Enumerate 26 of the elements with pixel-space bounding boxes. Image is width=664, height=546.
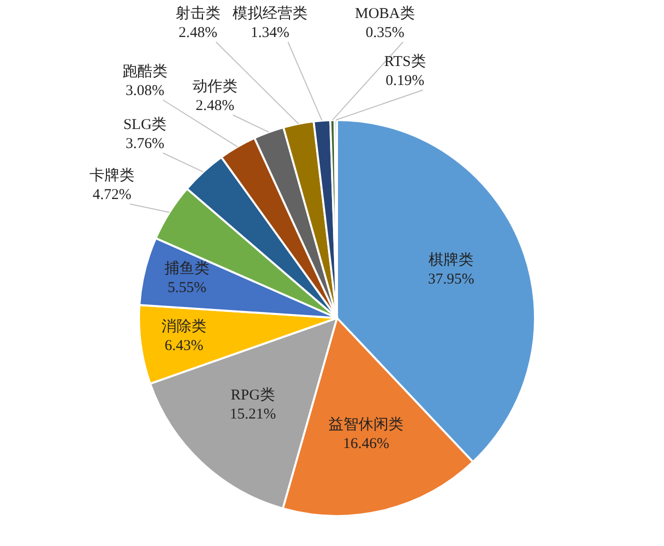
data-label: 2.48% <box>178 25 218 41</box>
slice-label: MOBA类 <box>354 5 416 22</box>
data-label: 37.95% <box>428 272 474 288</box>
data-label: 15.21% <box>230 406 276 422</box>
data-label: 16.46% <box>343 436 390 452</box>
slice-label: 益智休闲类 <box>328 416 404 434</box>
slice-label: RPG类 <box>230 386 275 404</box>
slice-label: 跑酷类 <box>122 63 168 80</box>
slice-label: RTS类 <box>384 53 426 70</box>
data-label: 0.35% <box>366 25 404 41</box>
data-label: 1.34% <box>250 25 290 41</box>
slice-label: 捕鱼类 <box>164 260 210 278</box>
slice-label: 消除类 <box>161 318 206 335</box>
slice-label: 卡牌类 <box>90 167 134 184</box>
data-label: 2.48% <box>196 98 234 114</box>
slice-label: SLG类 <box>123 116 167 133</box>
data-label: 3.08% <box>126 83 164 99</box>
data-label: 0.19% <box>386 73 424 89</box>
data-label: 3.76% <box>126 136 164 152</box>
slice-label: 棋牌类 <box>428 252 474 269</box>
slice-label: 模拟经营类 <box>232 5 308 22</box>
data-label: 4.72% <box>92 187 132 203</box>
data-label: 6.43% <box>164 338 204 354</box>
slice-label: 动作类 <box>192 78 238 95</box>
slice-label: 射击类 <box>176 5 220 22</box>
data-label: 5.55% <box>168 280 206 296</box>
